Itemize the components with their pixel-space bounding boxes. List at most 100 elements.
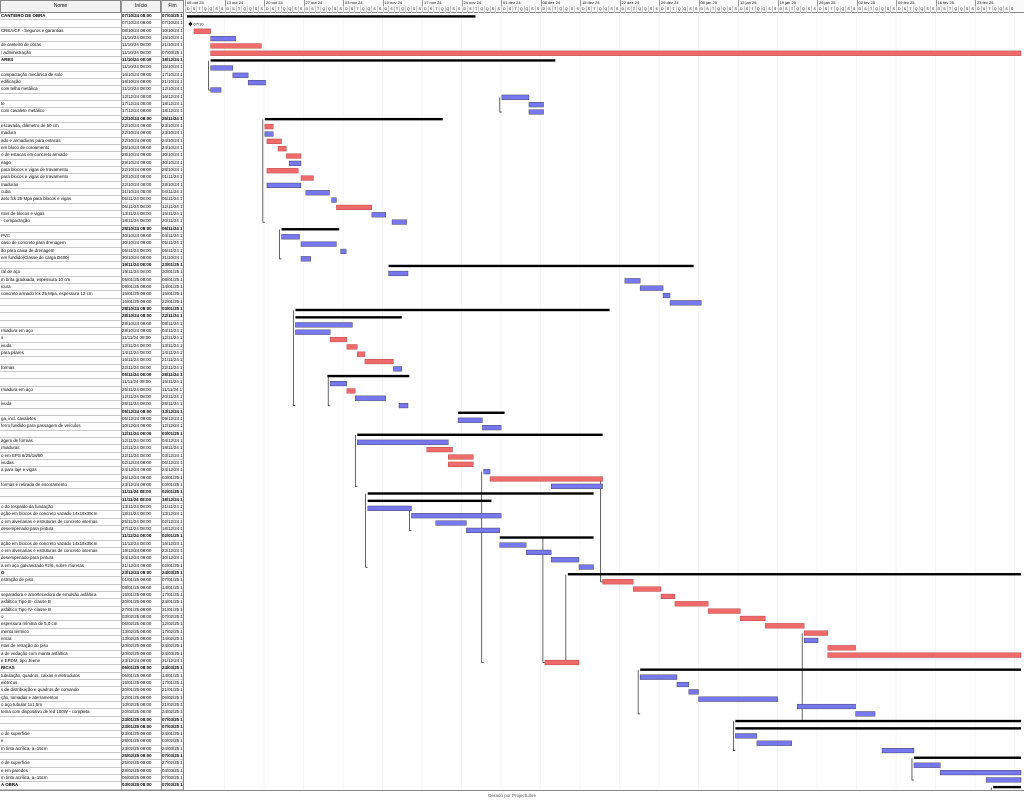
column-divider[interactable] [161,0,162,790]
task-row[interactable]: 06/11/24 08:00 12/11/24 17:00 [0,203,183,211]
task-row[interactable]: 19/11/24 08:00 23/01/25 17:00 [0,262,183,270]
task-name-cell[interactable]: rmadura em aço [1,386,33,392]
task-name-cell[interactable]: A OBRA [1,782,19,788]
task-name-cell[interactable]: ivuda [1,342,12,348]
task-end-cell[interactable]: 15/11/24 17:00 [162,379,183,385]
task-start-cell[interactable]: 06/02/25 08:00 [122,621,152,627]
task-end-cell[interactable]: 07/10/24 17:00 [162,20,183,26]
task-end-cell[interactable]: 02/01/25 17:00 [162,533,183,539]
task-bar[interactable] [300,256,311,262]
task-start-cell[interactable]: 30/10/24 08:00 [122,240,152,246]
task-bar[interactable] [264,131,274,137]
task-row[interactable]: 12/11/24 08:00 03/01/25 17:00 [0,431,183,439]
task-row[interactable]: ivudas 02/12/24 08:00 06/12/24 17:00 [0,460,183,468]
task-bar[interactable] [435,520,467,526]
task-end-cell[interactable]: 05/11/24 17:00 [162,196,183,202]
task-name-cell[interactable]: ão para caixa de drenagem [1,247,55,253]
task-end-cell[interactable]: 21/11/24 17:00 [162,357,183,363]
task-name-cell[interactable]: para pilares [1,350,24,356]
task-row[interactable]: separadora e amortecedora de emulsão asf… [0,591,183,600]
task-bar[interactable] [367,505,412,511]
task-name-cell[interactable]: ação em blocos de concreto vazado 14x19x… [1,540,98,546]
task-name-cell[interactable]: compactação mecânica de solo [1,71,63,77]
task-name-cell[interactable]: o de estacas em concreto armado [1,152,68,158]
task-row[interactable]: 05/11/24 08:00 28/11/24 17:00 [0,372,183,380]
task-name-cell[interactable]: CANTEIRO DE OBRA [1,13,46,18]
summary-bar[interactable] [388,264,694,268]
task-row[interactable]: 22/10/24 08:00 25/11/24 17:00 [0,116,183,123]
task-name-cell[interactable]: o do respaldo da fundação [1,503,53,509]
critical-task-bar[interactable] [346,344,358,350]
task-bar[interactable] [662,292,671,299]
summary-bar[interactable] [295,308,610,312]
task-bar[interactable] [295,329,331,335]
task-row[interactable]: ivuda 28/11/24 08:00 28/11/24 17:00 [0,401,183,409]
column-header-name[interactable]: Nome [0,0,121,13]
gantt-chart[interactable]: 06 out 24 D S T Q Q S S 13 out 24 D S T Q Q S S 20 out 2… [185,0,1024,790]
task-row[interactable]: o em alvenarias e estruturas de concreto… [0,548,183,556]
task-bar[interactable] [331,197,337,203]
task-name-cell[interactable]: para blocos e vigas de travamento [1,174,69,180]
task-row[interactable]: m tinta acrílica, a=15cm 23/02/25 08:00 24… [0,745,183,754]
summary-bar[interactable] [327,374,410,378]
task-row[interactable]: agem de formas 12/11/24 08:00 04/12/24 17:… [0,438,183,446]
task-name-cell[interactable]: desempenado para pintura [1,555,54,561]
task-name-cell[interactable]: o de superfície [1,731,30,737]
task-end-cell[interactable]: 14/01/25 17:00 [162,584,183,590]
task-start-cell[interactable]: 22/10/24 08:00 [122,122,152,128]
task-row[interactable]: ão para caixa de drenagem 06/11/24 08:00 0… [0,247,183,255]
task-start-cell[interactable]: 11/10/24 08:00 [122,86,151,92]
task-end-cell[interactable]: 30/10/24 17:00 [162,152,183,158]
task-bar[interactable] [855,711,876,717]
task-end-cell[interactable]: 16/12/24 17:00 [162,540,183,546]
task-start-cell[interactable]: 28/02/25 08:00 [122,767,152,773]
task-end-cell[interactable]: 12/11/24 17:00 [162,203,183,209]
task-row[interactable]: com cavalete metálico 17/12/24 08:00 18/12… [0,108,183,116]
task-name-cell[interactable]: separadora e amortecedora de emulsão asf… [1,591,97,597]
task-row[interactable]: 11/11/24 08:00 15/11/24 17:00 [0,379,183,387]
task-start-cell[interactable]: 13/02/25 08:00 [122,635,152,641]
task-row[interactable]: tema com dispositivo de led 100W - compl… [0,709,183,717]
task-end-cell[interactable]: 13/12/24 17:00 [162,408,183,414]
task-row[interactable]: tubulação, quadros, caixas e eletrodutos… [0,673,183,680]
task-start-cell[interactable]: 24/12/24 08:00 [122,555,152,561]
task-end-cell[interactable]: 24/03/25 17:00 [162,665,183,671]
task-bar[interactable] [371,212,386,218]
task-row[interactable]: com telha metálica 11/10/24 08:00 12/10/24… [0,86,183,94]
summary-bar[interactable] [281,228,340,231]
summary-bar[interactable] [210,59,556,62]
task-bar[interactable] [388,270,409,277]
task-row[interactable]: 12/12/24 08:00 16/12/24 17:00 [0,94,183,101]
task-name-cell[interactable]: para blocos e vigas de travamento [1,166,69,172]
task-row[interactable]: 11/11/24 08:00 18/12/24 17:00 [0,497,183,504]
summary-bar[interactable] [735,727,1021,730]
summary-bar[interactable] [735,719,1021,723]
critical-task-bar[interactable] [357,351,366,357]
task-start-cell[interactable]: 28/11/24 08:00 [122,401,151,407]
summary-bar[interactable] [458,411,505,414]
task-end-cell[interactable]: 07/02/25 17:00 [162,613,183,619]
task-end-cell[interactable]: 07/01/25 17:00 [162,577,183,583]
task-end-cell[interactable]: 12/11/24 17:00 [162,335,183,341]
task-row[interactable]: nstração de piso 01/01/25 08:00 07/01/25 1… [0,577,183,585]
task-end-cell[interactable]: 06/12/24 17:00 [162,460,183,466]
task-start-cell[interactable]: 20/01/25 08:00 [122,599,152,605]
task-bar[interactable] [550,483,603,489]
task-row[interactable]: ARES 11/10/24 08:00 18/12/24 17:00 [0,57,183,65]
task-row[interactable]: para blocos e vigas de travamento 30/10/2… [0,174,183,182]
task-bar[interactable] [340,248,347,255]
critical-task-bar[interactable] [286,153,302,159]
task-name-cell[interactable]: agem de formas [1,438,33,444]
task-end-cell[interactable]: 02/12/24 17:00 [162,518,183,524]
task-start-cell[interactable]: 20/02/25 08:00 [122,650,152,656]
task-name-cell[interactable]: asfáltico Tipo III- classe B [1,599,51,605]
task-start-cell[interactable]: 12/11/24 08:00 [122,342,151,348]
task-end-cell[interactable]: 18/11/24 17:00 [162,445,183,451]
task-row[interactable]: 12/11/24 08:00 20/11/24 17:00 [0,394,183,402]
task-start-cell[interactable]: 13/11/24 08:00 [122,503,151,509]
task-start-cell[interactable]: 07/10/24 08:00 [122,20,152,26]
summary-bar[interactable] [187,15,476,18]
task-name-cell[interactable]: m tinta acrílica, a=15cm [1,745,48,751]
task-bar[interactable] [266,182,302,188]
task-end-cell[interactable]: 07/03/25 17:00 [162,49,183,55]
